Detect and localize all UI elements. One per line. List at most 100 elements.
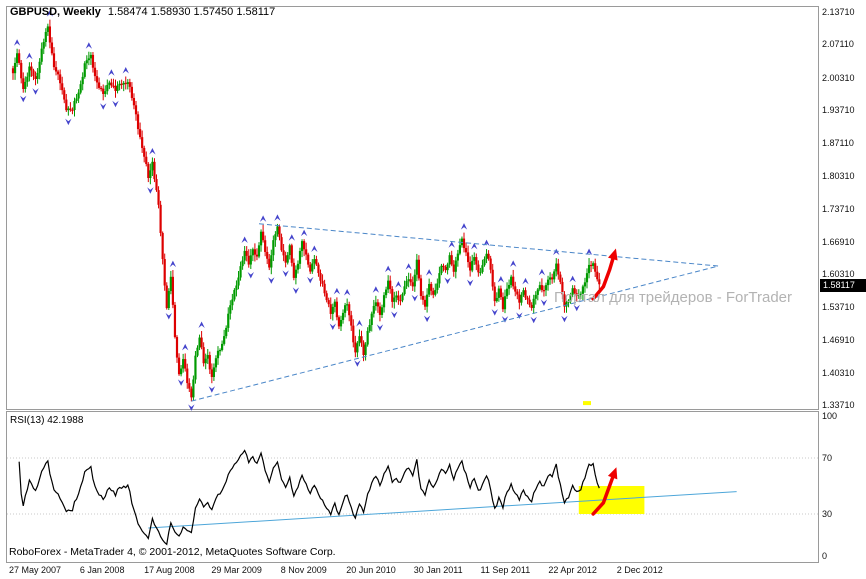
- fractal-down-arrow-icon: [391, 311, 398, 319]
- fractal-down-arrow-icon: [540, 299, 548, 307]
- fractal-down-arrow-icon: [307, 276, 314, 284]
- copyright-text: RoboForex - MetaTrader 4, © 2001-2012, M…: [9, 546, 336, 558]
- rsi-axis-label: 100: [822, 411, 838, 421]
- fractal-up-arrow-icon: [149, 147, 156, 155]
- price-axis-label: 1.33710: [822, 400, 855, 410]
- fractal-up-arrow-icon: [13, 39, 21, 46]
- fractal-up-arrow-icon: [395, 281, 402, 288]
- fractal-up-arrow-icon: [108, 69, 115, 76]
- fractal-down-arrow-icon: [466, 279, 474, 287]
- fractal-up-arrow-icon: [538, 268, 546, 276]
- fractal-up-arrow-icon: [343, 289, 351, 296]
- price-axis-label: 1.46910: [822, 335, 855, 346]
- rsi-indicator-label: RSI(13) 42.1988: [10, 415, 84, 426]
- rsi-line: [18, 449, 600, 546]
- fractal-up-arrow-icon: [585, 248, 593, 256]
- rsi-pane-frame: [6, 411, 819, 563]
- fractal-up-arrow-icon: [259, 215, 267, 222]
- fractal-down-arrow-icon: [491, 309, 498, 316]
- fractal-down-arrow-icon: [516, 312, 523, 319]
- fractal-down-arrow-icon: [32, 88, 39, 95]
- triangle-lower-line: [191, 265, 719, 402]
- fractal-down-arrow-icon: [561, 315, 568, 323]
- price-axis-label: 1.73710: [822, 203, 855, 214]
- price-axis-label: 1.40310: [822, 367, 855, 378]
- fractal-up-arrow-icon: [288, 234, 295, 241]
- yellow-mark: [583, 401, 591, 406]
- watermark-text: Портал для трейдеров - ForTrader: [553, 289, 792, 306]
- chart-title: GBPUSD, Weekly 1.58474 1.58930 1.57450 1.…: [10, 6, 275, 18]
- fractal-arrows-layer: [13, 10, 593, 411]
- fractal-up-arrow-icon: [553, 248, 560, 256]
- fractal-down-arrow-icon: [188, 404, 195, 411]
- fractal-down-arrow-icon: [65, 118, 72, 126]
- fractal-down-arrow-icon: [573, 304, 580, 312]
- price-axis-label: 1.80310: [822, 171, 855, 182]
- fractal-down-arrow-icon: [411, 294, 418, 302]
- fractal-down-arrow-icon: [282, 270, 289, 277]
- time-axis-label: 22 Apr 2012: [548, 565, 597, 575]
- fractal-down-arrow-icon: [354, 360, 361, 367]
- fractal-down-arrow-icon: [329, 323, 336, 331]
- price-forecast-arrow: [591, 248, 618, 301]
- price-axis-label: 1.93710: [822, 105, 855, 116]
- fractal-up-arrow-icon: [448, 241, 455, 248]
- candles-layer: [11, 19, 601, 402]
- price-axis-label: 1.66910: [822, 236, 855, 247]
- fractal-down-arrow-icon: [100, 103, 107, 110]
- fractal-up-arrow-icon: [372, 286, 380, 293]
- rsi-forecast-arrow: [591, 467, 618, 516]
- fractal-down-arrow-icon: [444, 277, 451, 284]
- fractal-up-arrow-icon: [46, 10, 54, 17]
- fractal-down-arrow-icon: [268, 277, 275, 284]
- price-axis-label: 2.00310: [822, 72, 855, 83]
- fractal-up-arrow-icon: [182, 343, 189, 351]
- fractal-up-arrow-icon: [122, 67, 129, 74]
- rsi-highlight-box: [578, 486, 645, 514]
- fractal-up-arrow-icon: [198, 321, 205, 329]
- triangle-upper-line: [258, 223, 719, 267]
- time-axis-label: 29 Mar 2009: [211, 565, 262, 575]
- current-price-tag: 1.58117: [820, 278, 866, 292]
- fractal-down-arrow-icon: [112, 100, 119, 108]
- fractal-down-arrow-icon: [292, 287, 300, 294]
- time-axis-label: 17 Aug 2008: [144, 565, 195, 575]
- fractal-down-arrow-icon: [177, 379, 185, 386]
- price-axis-label: 1.60310: [822, 269, 855, 280]
- time-axis-label: 11 Sep 2011: [480, 565, 531, 575]
- fractal-down-arrow-icon: [208, 386, 216, 393]
- fractal-up-arrow-icon: [497, 276, 505, 283]
- fractal-down-arrow-icon: [247, 271, 254, 279]
- fractal-up-arrow-icon: [405, 263, 412, 270]
- fractal-down-arrow-icon: [530, 316, 537, 324]
- price-pane-frame: [6, 6, 819, 410]
- price-axis-label: 1.53710: [822, 301, 855, 312]
- rsi-axis-label: 30: [822, 509, 833, 519]
- price-axis-label: 1.87110: [822, 137, 854, 148]
- time-axis-label: 20 Jun 2010: [346, 565, 396, 575]
- time-axis-label: 6 Jan 2008: [79, 565, 125, 575]
- fractal-up-arrow-icon: [522, 277, 529, 285]
- symbol-period-label: GBPUSD, Weekly: [10, 6, 101, 18]
- fractal-up-arrow-icon: [384, 265, 392, 273]
- fractal-down-arrow-icon: [423, 315, 431, 323]
- ohlc-values: 1.58474 1.58930 1.57450 1.58117: [107, 6, 276, 18]
- fractal-up-arrow-icon: [425, 269, 433, 276]
- fractal-down-arrow-icon: [20, 95, 27, 103]
- time-axis-label: 2 Dec 2012: [616, 565, 663, 575]
- time-axis-label: 8 Nov 2009: [280, 565, 327, 575]
- fractal-up-arrow-icon: [169, 260, 177, 268]
- fractal-up-arrow-icon: [300, 229, 308, 237]
- fractal-up-arrow-icon: [241, 236, 248, 244]
- time-axis-label: 27 May 2007: [8, 565, 62, 575]
- fractal-up-arrow-icon: [510, 260, 517, 267]
- time-axis-label: 30 Jan 2011: [413, 565, 463, 575]
- price-axis-label: 2.07110: [822, 39, 854, 50]
- fractal-up-arrow-icon: [333, 287, 341, 295]
- fractal-up-arrow-icon: [274, 214, 281, 221]
- fractal-up-arrow-icon: [26, 52, 33, 60]
- fractal-up-arrow-icon: [85, 42, 93, 49]
- rsi-axis-label: 0: [822, 551, 828, 561]
